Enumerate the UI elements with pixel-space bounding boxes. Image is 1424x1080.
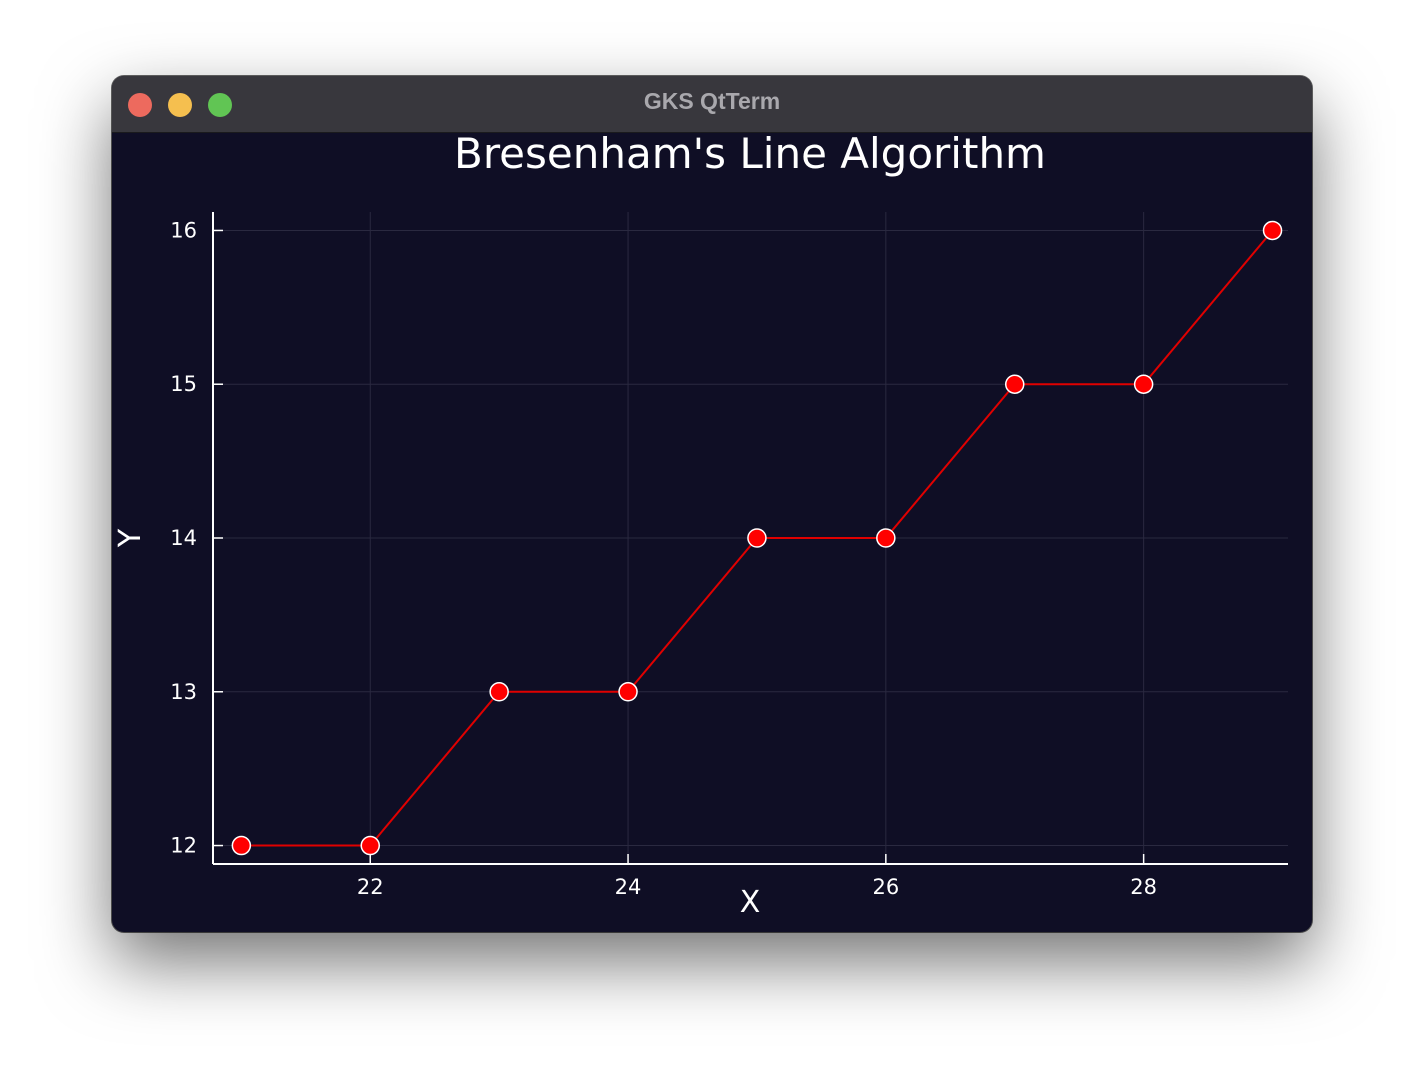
data-point	[1133, 374, 1154, 394]
minimize-button[interactable]	[168, 93, 192, 117]
data-series	[231, 220, 1283, 856]
axes: 22 24 26 28 12 13 14 15 16	[170, 212, 1288, 899]
x-tick-label: 22	[357, 875, 384, 899]
y-tick-label: 16	[170, 218, 197, 242]
data-point	[1004, 374, 1025, 394]
y-tick-label: 12	[170, 834, 197, 858]
maximize-button[interactable]	[208, 93, 232, 117]
title-bar[interactable]: GKS QtTerm	[112, 76, 1312, 133]
x-tick-label: 28	[1130, 875, 1157, 899]
window-title: GKS QtTerm	[643, 88, 781, 114]
data-point	[360, 835, 381, 856]
data-point	[231, 835, 252, 856]
close-button[interactable]	[128, 93, 152, 117]
data-point	[1262, 220, 1283, 241]
plot-window: GKS QtTerm 22 24 26 28 12 13 14 15 16 Bresenham'…	[112, 76, 1312, 932]
x-tick-label: 26	[872, 875, 899, 899]
grid	[213, 212, 1288, 864]
y-tick-label: 13	[170, 680, 197, 704]
y-axis-label: Y	[113, 528, 148, 548]
y-tick-label: 14	[170, 526, 197, 550]
data-point	[747, 528, 767, 548]
data-point	[489, 682, 509, 702]
data-point	[618, 682, 638, 702]
line-chart: 22 24 26 28 12 13 14 15 16 Bresenham's Line Algo…	[113, 132, 1288, 920]
data-point	[876, 528, 896, 548]
y-tick-label: 15	[170, 372, 197, 396]
x-tick-label: 24	[615, 875, 642, 899]
x-axis-label: X	[740, 885, 761, 920]
chart-title: Bresenham's Line Algorithm	[454, 132, 1046, 178]
